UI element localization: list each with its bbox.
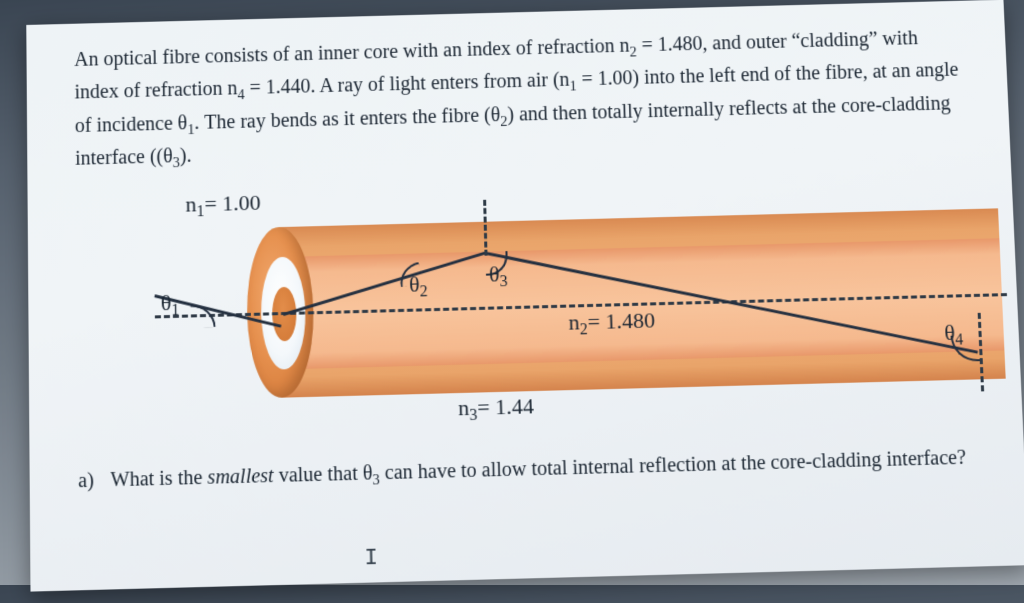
- sub: 1: [171, 302, 179, 319]
- n-symbol: n: [185, 192, 196, 217]
- theta: θ: [489, 262, 500, 287]
- part-marker: a): [78, 465, 111, 500]
- theta: θ: [409, 272, 420, 297]
- text-seg: =: [576, 68, 598, 90]
- theta: θ: [944, 320, 956, 345]
- n-symbol: n: [568, 310, 580, 335]
- n3-label: n3= 1.44: [458, 393, 535, 426]
- text-seg: ).: [180, 145, 192, 167]
- problem-text: An optical fibre consists of an inner co…: [74, 22, 971, 177]
- text-seg: =: [636, 34, 658, 56]
- sub: 4: [955, 332, 964, 349]
- n-symbol: n: [458, 395, 470, 421]
- n2-value: = 1.480: [587, 308, 655, 335]
- val-n2: 1.480: [657, 33, 702, 56]
- text-seg: value that θ: [273, 462, 372, 487]
- text-cursor-icon: I: [364, 546, 378, 572]
- n3-value: = 1.44: [477, 393, 534, 420]
- text-seg: can have to allow total internal reflect…: [379, 447, 966, 485]
- page: An optical fibre consists of an inner co…: [26, 0, 1024, 592]
- sub: 2: [420, 284, 428, 301]
- theta4-label: θ4: [944, 320, 964, 351]
- text-seg: What is the: [110, 467, 207, 492]
- n1-value: = 1.00: [204, 190, 261, 216]
- text-seg: . The ray bends as it enters the fibre (…: [194, 104, 500, 134]
- val-n4: 1.440: [266, 76, 311, 99]
- text-seg: . A ray of light enters from air (n: [310, 69, 569, 97]
- theta1-label: θ1: [161, 290, 180, 321]
- theta2-label: θ2: [409, 272, 428, 303]
- text-seg: =: [244, 77, 266, 99]
- theta: θ: [161, 290, 172, 315]
- sub: 1: [196, 204, 204, 221]
- text-seg: An optical fibre consists of an inner co…: [74, 35, 630, 71]
- n2-label: n2= 1.480: [568, 308, 656, 341]
- n1-label: n1= 1.00: [185, 190, 261, 222]
- theta3-label: θ3: [489, 261, 508, 292]
- optical-fibre-diagram: n1= 1.00 θ1 θ2 θ3 θ4 n2= 1.480 n3= 1.44: [135, 170, 1024, 454]
- emphasis-smallest: smallest: [207, 465, 274, 489]
- val-n1: 1.00: [597, 68, 632, 91]
- sub: 3: [500, 274, 508, 291]
